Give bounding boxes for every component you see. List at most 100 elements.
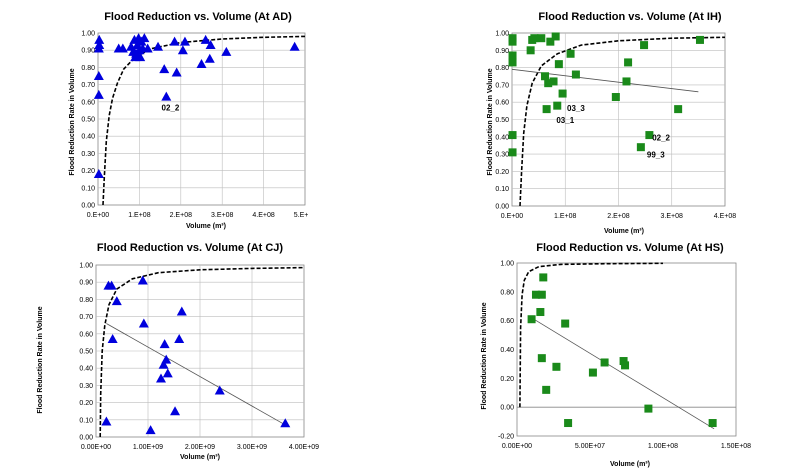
x-tick-label: 0.00E+00	[502, 443, 532, 450]
y-tick-label: 0.70	[81, 82, 95, 89]
data-point	[674, 105, 683, 114]
data-point	[200, 34, 211, 44]
y-tick-label: 1.00	[79, 263, 93, 270]
data-point	[176, 306, 187, 316]
y-tick-label: 0.90	[79, 280, 93, 287]
y-tick-label: 0.60	[495, 100, 509, 107]
data-point	[145, 425, 156, 435]
data-point	[117, 43, 128, 53]
data-point	[526, 46, 535, 55]
y-tick-label: 0.70	[79, 314, 93, 321]
fit-curve	[519, 36, 726, 207]
data-point	[708, 419, 717, 428]
chart-plot: 0.00 0.10 0.20 0.30 0.40 0.50 0.60 0.70 0.80 0.90…	[79, 263, 319, 452]
y-tick-label: 0.20	[81, 168, 95, 175]
x-tick-label: 3.00E+09	[237, 444, 267, 451]
y-tick-label: 0.00	[495, 204, 509, 211]
chart-plot: 0.00 0.10 0.20 0.30 0.40 0.50 0.60 0.70 0.80 0.90…	[81, 31, 308, 220]
data-point	[571, 70, 580, 79]
plot-area	[516, 262, 737, 437]
data-point	[153, 41, 164, 51]
x-tick-label: 1.00E+08	[648, 443, 678, 450]
data-point	[508, 148, 517, 157]
y-axis-label: Flood Reduction Rate in Volume	[487, 68, 494, 175]
data-point	[624, 58, 633, 67]
y-axis-label: Flood Reduction Rate in Volume	[481, 302, 488, 409]
fit-curve	[519, 262, 664, 408]
x-tick-label: 2.E+08	[170, 212, 192, 219]
data-point	[588, 368, 597, 377]
data-point	[156, 373, 166, 383]
data-point	[542, 105, 551, 114]
y-tick-label: 0.00	[500, 405, 514, 412]
y-tick-label: 0.20	[500, 376, 514, 383]
trend-line	[531, 317, 715, 430]
data-point	[107, 333, 118, 343]
y-tick-label: 1.00	[495, 31, 509, 38]
data-point	[645, 131, 654, 140]
y-tick-label: 0.50	[81, 117, 95, 124]
data-point	[644, 404, 653, 413]
data-point	[93, 71, 104, 80]
y-tick-label: 0.10	[81, 185, 95, 192]
data-point	[159, 339, 170, 349]
y-axis-label: Flood Reduction Rate in Volume	[37, 306, 44, 413]
x-tick-label: 3.E+08	[211, 212, 233, 219]
data-point	[94, 40, 105, 50]
data-point	[221, 46, 232, 56]
y-tick-label: 0.20	[79, 400, 93, 407]
data-point	[546, 37, 555, 46]
y-tick-label: 0.10	[495, 186, 509, 193]
x-tick-label: 0.E+00	[501, 213, 523, 220]
y-tick-label: 0.30	[495, 152, 509, 159]
data-point	[169, 36, 180, 46]
chart-ad: Flood Reduction vs. Volume (At AD) 0.00 0…	[8, 4, 308, 236]
data-point	[101, 416, 112, 426]
chart-cj: Flood Reduction vs. Volume (At CJ) 0.00 0…	[30, 236, 326, 466]
y-tick-label: 0.90	[495, 48, 509, 55]
point-annotation: 03_3	[567, 104, 585, 113]
data-point	[204, 53, 215, 63]
x-axis-label: Volume (m³)	[180, 454, 220, 461]
point-annotation: 03_1	[556, 116, 574, 125]
data-point	[280, 418, 291, 428]
x-axis-label: Volume (m³)	[604, 228, 644, 235]
data-point	[508, 51, 517, 60]
y-tick-label: 0.90	[81, 48, 95, 55]
data-point	[541, 72, 550, 81]
data-point	[93, 89, 104, 99]
x-tick-label: 1.E+08	[554, 213, 576, 220]
data-point	[158, 359, 169, 369]
chart-title: Flood Reduction vs. Volume (At IH)	[538, 11, 721, 23]
data-point	[622, 77, 631, 86]
chart-ih: Flood Reduction vs. Volume (At IH) 0.00 0…	[452, 4, 762, 240]
x-tick-label: 4.00E+09	[289, 444, 319, 451]
data-point	[619, 357, 628, 366]
x-tick-label: 0.E+00	[87, 212, 109, 219]
data-point	[537, 290, 546, 299]
data-point	[159, 64, 170, 74]
y-tick-label: 0.00	[81, 203, 95, 210]
y-tick-label: -0.20	[498, 434, 514, 441]
chart-title: Flood Reduction vs. Volume (At HS)	[536, 242, 724, 254]
y-tick-label: 0.60	[500, 318, 514, 325]
data-point	[554, 60, 563, 69]
data-point	[139, 33, 150, 43]
y-tick-label: 0.00	[79, 435, 93, 442]
y-tick-label: 0.10	[79, 417, 93, 424]
fit-curve	[99, 266, 305, 438]
data-point	[544, 79, 553, 88]
x-tick-label: 4.E+08	[714, 213, 736, 220]
data-point	[621, 361, 630, 370]
chart-plot: 0.00 0.10 0.20 0.30 0.40 0.50 0.60 0.70 0.80 0.90…	[495, 31, 736, 221]
data-point	[161, 354, 172, 364]
data-point	[162, 368, 173, 378]
point-annotation: 02_2	[162, 103, 180, 112]
fit-curve	[102, 35, 306, 206]
point-annotation: 99_3	[647, 151, 665, 160]
data-point	[542, 385, 551, 394]
y-tick-label: 0.50	[495, 117, 509, 124]
x-tick-label: 2.E+08	[607, 213, 629, 220]
data-point	[566, 49, 575, 58]
x-tick-label: 3.E+08	[661, 213, 683, 220]
